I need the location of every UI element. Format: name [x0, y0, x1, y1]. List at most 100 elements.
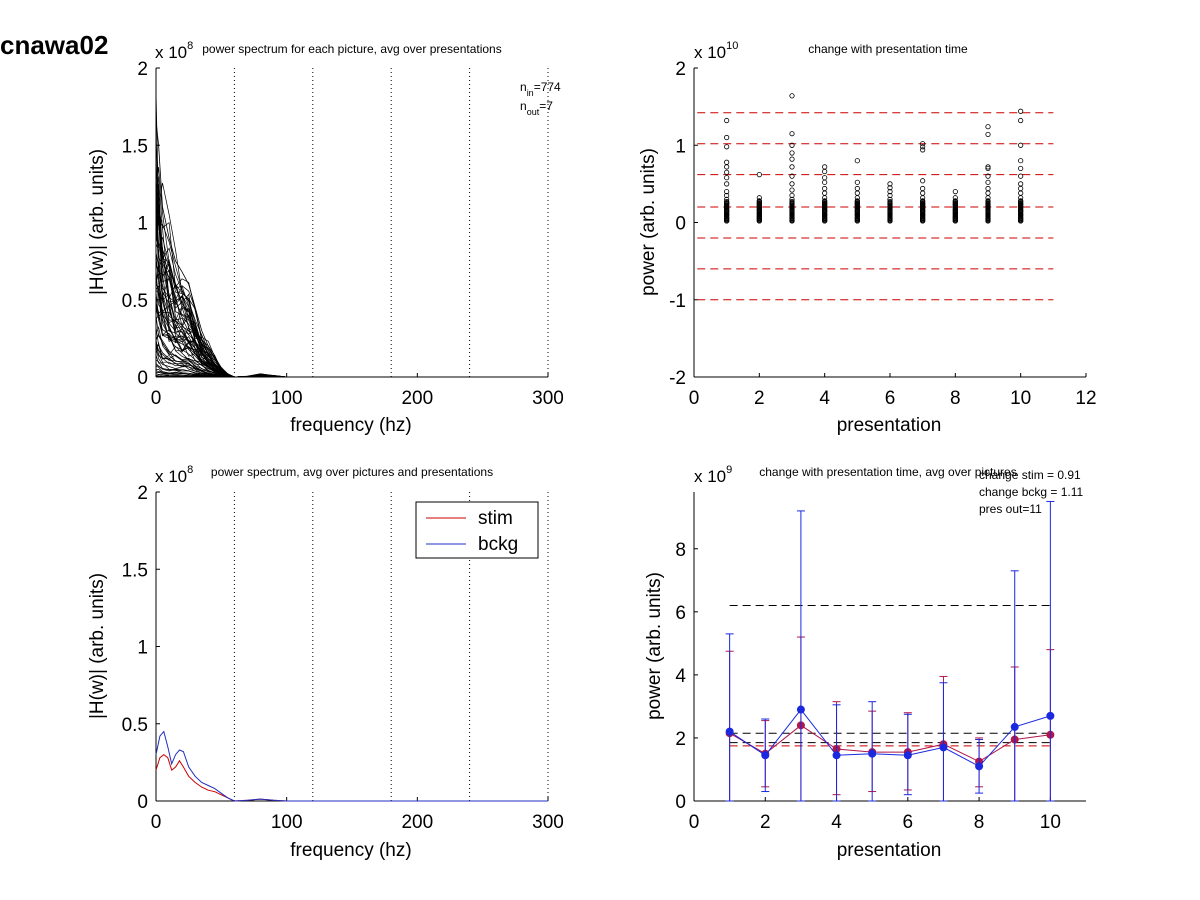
- spectrum-trace: [155, 90, 548, 378]
- scatter-point: [952, 189, 958, 195]
- spectrum-trace: [155, 210, 548, 378]
- scatter-point: [985, 179, 991, 185]
- spectrum-trace: [155, 206, 548, 378]
- spectrum-trace: [155, 265, 548, 378]
- scatter-point: [724, 175, 730, 181]
- spectrum-trace: [155, 209, 548, 378]
- panel-title: change with presentation time: [808, 42, 968, 56]
- spectrum-trace: [155, 186, 548, 378]
- scatter-point: [724, 189, 730, 195]
- y-tick-label: 2: [675, 59, 686, 80]
- scatter-point: [887, 181, 893, 187]
- legend-box: [415, 501, 539, 559]
- scatter-point: [985, 124, 991, 130]
- y-tick-label: 0: [675, 214, 686, 235]
- series-point-bckg: [1046, 711, 1055, 720]
- scatter-point: [756, 172, 762, 178]
- figure-title: cnawa02: [0, 30, 109, 60]
- series-line-stim: [729, 724, 1051, 763]
- scatter-point: [756, 198, 762, 205]
- plot-area: 0 100 200 300 0 0.5 1 1.5 2: [122, 59, 564, 409]
- spectrum-trace: [155, 184, 548, 378]
- scatter-point: [789, 198, 795, 205]
- y-tick-label: 1.5: [122, 136, 148, 157]
- series-line-stim: [155, 753, 548, 802]
- scatter-point: [920, 198, 926, 205]
- scatter-point: [789, 181, 795, 187]
- scatter-point: [822, 179, 828, 185]
- scatter-point: [887, 192, 893, 199]
- x-tick-label: 10: [1010, 388, 1031, 409]
- scatter-point: [822, 175, 828, 181]
- x-tick-label: 4: [831, 812, 842, 833]
- series-line-bckg: [729, 708, 1051, 767]
- series-point-bckg: [868, 749, 877, 758]
- spectrum-trace: [155, 182, 548, 378]
- y-tick-label: 0: [137, 792, 148, 813]
- y-tick-label: 1: [675, 136, 686, 157]
- scatter-point: [724, 134, 730, 141]
- annotation-n-in: nin=774: [520, 80, 561, 98]
- scatter-point: [1018, 185, 1024, 192]
- y-tick-label: -2: [669, 368, 686, 389]
- series-point-bckg: [903, 751, 912, 760]
- x-tick-label: 300: [532, 812, 564, 833]
- scatter-point: [724, 198, 730, 205]
- scatter-point: [920, 190, 926, 196]
- y-tick-label: 1.5: [122, 560, 148, 581]
- y-tick-label: 2: [675, 729, 686, 750]
- y-tick-label: -1: [669, 291, 686, 312]
- x-tick-label: 8: [974, 812, 985, 833]
- panel-spectrum-avg: power spectrum, avg over pictures and pr…: [87, 464, 564, 861]
- y-tick-label: 0.5: [122, 715, 148, 736]
- y-tick-label: 4: [675, 666, 686, 687]
- scatter-point: [822, 185, 828, 192]
- x-tick-label: 200: [401, 388, 433, 409]
- y-tick-label: 6: [675, 603, 686, 624]
- x-tick-label: 0: [689, 388, 700, 409]
- scatter-point: [920, 147, 926, 153]
- scatter-point: [985, 131, 991, 138]
- scatter-point: [724, 181, 730, 187]
- scatter-point: [887, 189, 893, 195]
- annotation-n-out: nout=7: [520, 99, 553, 117]
- x-axis-label: presentation: [837, 415, 942, 436]
- scatter-point: [724, 159, 730, 165]
- series-point-bckg: [939, 743, 948, 752]
- scatter-point: [854, 190, 860, 196]
- series-point-bckg: [725, 727, 734, 736]
- annotation-change-bckg: change bckg = 1.11: [979, 485, 1084, 499]
- y-tick-label: 2: [137, 59, 148, 80]
- x-tick-label: 10: [1040, 812, 1061, 833]
- spectrum-trace-max: [155, 120, 548, 378]
- scatter-point: [854, 198, 860, 205]
- scatter-point: [1018, 158, 1024, 164]
- spectrum-trace: [155, 194, 548, 378]
- spectrum-trace: [155, 179, 548, 378]
- y-tick-label: 0: [137, 368, 148, 389]
- scatter-point: [1018, 142, 1024, 148]
- plot-area: 0 100 200 300 0 0.5 1 1.5 2: [122, 483, 564, 833]
- y-exponent: x 1010: [694, 40, 738, 62]
- spectrum-trace: [155, 166, 548, 378]
- x-tick-label: 4: [819, 388, 830, 409]
- spectrum-trace: [155, 187, 548, 378]
- scatter-point: [724, 169, 730, 175]
- legend-label-stim: stim: [478, 508, 513, 529]
- panel-change-avg: change with presentation time, avg over …: [644, 464, 1086, 861]
- series-point-bckg: [1010, 722, 1019, 731]
- legend-label-bckg: bckg: [478, 534, 518, 555]
- scatter-point: [985, 198, 991, 205]
- scatter-point: [1018, 165, 1024, 172]
- series-line-bckg: [155, 730, 548, 802]
- scatter-point: [724, 164, 730, 170]
- scatter-point: [789, 142, 795, 148]
- scatter-point: [822, 168, 828, 175]
- panel-title: power spectrum, avg over pictures and pr…: [211, 465, 493, 479]
- x-tick-label: 0: [151, 388, 162, 409]
- legend: stim bckg: [415, 501, 539, 559]
- scatter-point: [789, 131, 795, 137]
- spectrum-trace: [155, 172, 548, 378]
- spectrum-trace: [155, 181, 548, 378]
